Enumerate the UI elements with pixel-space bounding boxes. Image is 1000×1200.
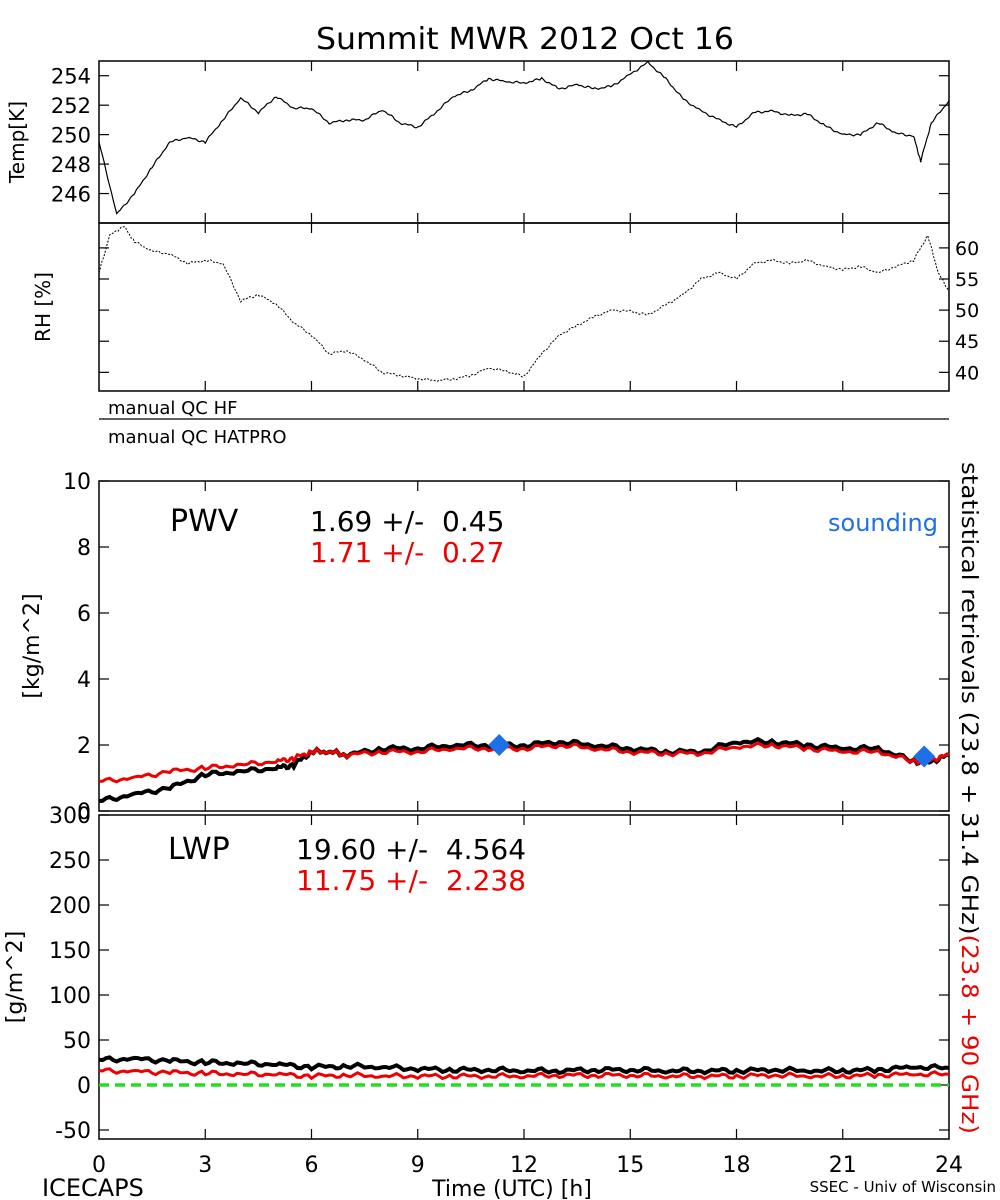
side-label-red: (23.8 + 90 GHz) xyxy=(956,935,981,1134)
pwv-panel: 0 2 4 6 8 10 [kg/m^2] PWV 1.69 +/- 0.45 1.71 … xyxy=(20,470,950,825)
rh-ytick-label: 60 xyxy=(955,238,979,260)
rh-ytick-label: 40 xyxy=(955,362,979,384)
temp-ylabel: Temp[K] xyxy=(5,101,29,184)
qc-panel: manual QC HF manual QC HATPRO xyxy=(99,398,949,448)
lwp-ytick-label: 300 xyxy=(49,804,91,829)
x-tick-label: 15 xyxy=(616,1153,644,1178)
lwp-ylabel: [g/m^2] xyxy=(3,931,28,1023)
rh-frame xyxy=(98,222,950,392)
lwp-black-stats: 19.60 +/- 4.564 xyxy=(296,833,526,866)
lwp-red-series xyxy=(98,1067,950,1081)
lwp-ticks: -50 0 50 100 150 200 250 300 xyxy=(49,804,949,1144)
pwv-ytick-label: 2 xyxy=(77,734,91,759)
pwv-ytick-label: 6 xyxy=(77,602,91,627)
rh-ytick-label: 55 xyxy=(955,269,979,291)
pwv-ticks: 0 2 4 6 8 10 xyxy=(63,470,949,825)
lwp-ytick-label: 50 xyxy=(63,1029,91,1054)
x-tick-label: 3 xyxy=(198,1153,212,1178)
temp-frame xyxy=(98,60,950,224)
temp-ytick-label: 252 xyxy=(51,94,91,118)
pwv-red-series xyxy=(99,741,950,784)
pwv-ytick-label: 8 xyxy=(77,536,91,561)
lwp-ytick-label: 200 xyxy=(49,894,91,919)
temp-series-line xyxy=(98,60,950,215)
rh-panel: 40 45 50 55 60 RH [%] xyxy=(31,222,979,392)
footer-right: SSEC - Univ of Wisconsin xyxy=(810,1178,996,1196)
x-tick-label: 21 xyxy=(829,1153,857,1178)
lwp-ytick-label: 0 xyxy=(77,1074,91,1099)
rh-ytick-label: 50 xyxy=(955,300,979,322)
pwv-black-stats: 1.69 +/- 0.45 xyxy=(310,505,504,538)
qc-hatpro-label: manual QC HATPRO xyxy=(108,427,287,448)
temp-ticks: 246 248 250 252 254 xyxy=(51,61,949,223)
figure-title: Summit MWR 2012 Oct 16 xyxy=(316,22,734,57)
lwp-ytick-label: 250 xyxy=(49,849,91,874)
sounding-legend: sounding xyxy=(828,509,938,537)
lwp-ytick-label: -50 xyxy=(55,1119,91,1144)
side-label-black: statistical retrievals (23.8 + 31.4 GHz) xyxy=(956,462,981,935)
sounding-marker xyxy=(488,734,511,756)
pwv-ylabel: [kg/m^2] xyxy=(20,593,45,698)
pwv-ytick-label: 10 xyxy=(63,470,91,495)
temp-ytick-label: 248 xyxy=(51,153,91,177)
x-axis: 0 3 6 9 12 15 18 21 24 xyxy=(92,1153,963,1178)
lwp-ytick-label: 100 xyxy=(49,984,91,1009)
temp-ytick-label: 250 xyxy=(51,124,91,148)
rh-ticks: 40 45 50 55 60 xyxy=(99,223,979,391)
lwp-black-series xyxy=(98,1055,950,1076)
temp-ytick-label: 254 xyxy=(51,65,91,89)
lwp-ytick-label: 150 xyxy=(49,939,91,964)
footer-left: ICECAPS xyxy=(42,1174,144,1200)
x-tick-label: 12 xyxy=(510,1153,538,1178)
sounding-marker xyxy=(913,745,936,768)
x-tick-label: 18 xyxy=(723,1153,751,1178)
rh-series-line xyxy=(98,226,950,382)
pwv-label: PWV xyxy=(170,504,239,539)
lwp-red-stats: 11.75 +/- 2.238 xyxy=(296,864,526,897)
temp-panel: 246 248 250 252 254 Temp[K] xyxy=(5,60,950,224)
pwv-red-stats: 1.71 +/- 0.27 xyxy=(310,536,504,569)
x-tick-label: 6 xyxy=(305,1153,319,1178)
x-tick-label: 24 xyxy=(935,1153,963,1178)
x-tick-label: 0 xyxy=(92,1153,106,1178)
pwv-ytick-label: 4 xyxy=(77,668,91,693)
pwv-ytick-label: 0 xyxy=(77,800,91,825)
temp-ytick-label: 246 xyxy=(51,183,91,207)
lwp-label: LWP xyxy=(168,832,230,867)
side-retrieval-label: statistical retrievals (23.8 + 31.4 GHz)… xyxy=(956,462,981,1134)
x-axis-title: Time (UTC) [h] xyxy=(431,1177,592,1200)
qc-hf-label: manual QC HF xyxy=(108,398,237,419)
rh-ylabel: RH [%] xyxy=(31,272,55,342)
x-tick-label: 9 xyxy=(411,1153,425,1178)
rh-ytick-label: 45 xyxy=(955,331,979,353)
lwp-panel: -50 0 50 100 150 200 250 300 [g/m^2] LWP 19.60 … xyxy=(3,804,950,1144)
